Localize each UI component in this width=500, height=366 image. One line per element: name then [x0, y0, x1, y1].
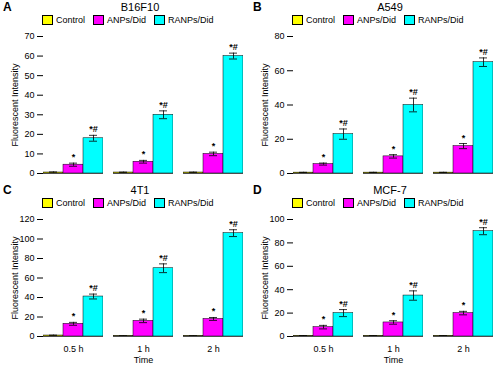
svg-text:2 h: 2 h	[207, 344, 220, 354]
svg-text:80: 80	[24, 253, 34, 263]
svg-text:*: *	[212, 306, 216, 316]
svg-text:50: 50	[24, 71, 34, 81]
html-text:ANPs/Did: ANPs/Did	[357, 198, 396, 208]
svg-text:60: 60	[24, 51, 34, 61]
svg-text:20: 20	[274, 134, 284, 144]
svg-text:100: 100	[269, 214, 284, 224]
svg-text:*: *	[72, 311, 76, 321]
svg-text:0: 0	[29, 168, 34, 178]
svg-text:40: 40	[24, 90, 34, 100]
html-text:Control: Control	[306, 198, 335, 208]
html-text:MCF-7: MCF-7	[373, 184, 407, 196]
svg-text:40: 40	[24, 292, 34, 302]
svg-text:*#: *#	[89, 283, 98, 293]
svg-text:*: *	[392, 310, 396, 320]
svg-text:0.5 h: 0.5 h	[63, 344, 83, 354]
svg-text:30: 30	[24, 110, 34, 120]
svg-text:10: 10	[24, 149, 34, 159]
html-text:ANPs/Did: ANPs/Did	[107, 15, 146, 25]
svg-text:*#: *#	[229, 219, 238, 229]
svg-text:Time: Time	[384, 355, 404, 365]
svg-text:70: 70	[24, 31, 34, 41]
svg-text:0.5 h: 0.5 h	[313, 344, 333, 354]
svg-text:0: 0	[279, 168, 284, 178]
html-text:Control: Control	[56, 15, 85, 25]
svg-text:*: *	[462, 300, 466, 310]
svg-text:*: *	[72, 152, 76, 162]
svg-text:120: 120	[19, 214, 34, 224]
svg-text:Time: Time	[134, 355, 154, 365]
svg-text:*#: *#	[409, 87, 418, 97]
svg-text:1 h: 1 h	[387, 344, 400, 354]
html-text:RANPs/Did: RANPs/Did	[418, 15, 464, 25]
svg-text:100: 100	[19, 234, 34, 244]
svg-text:*: *	[322, 314, 326, 324]
html-text:C: C	[3, 183, 12, 197]
svg-text:0: 0	[279, 331, 284, 341]
html-text:4T1: 4T1	[130, 184, 150, 196]
svg-text:60: 60	[24, 273, 34, 283]
svg-text:Fluorescent Intensity: Fluorescent Intensity	[260, 236, 270, 320]
svg-text:40: 40	[274, 285, 284, 295]
html-text:A: A	[3, 0, 12, 14]
html-text:RANPs/Did: RANPs/Did	[168, 198, 214, 208]
html-text:RANPs/Did: RANPs/Did	[168, 15, 214, 25]
svg-text:2 h: 2 h	[457, 344, 470, 354]
html-text:B: B	[253, 0, 262, 14]
svg-text:*#: *#	[339, 299, 348, 309]
svg-text:*#: *#	[159, 100, 168, 110]
svg-text:20: 20	[24, 129, 34, 139]
svg-text:*#: *#	[89, 124, 98, 134]
svg-text:*#: *#	[229, 42, 238, 52]
svg-text:*#: *#	[479, 47, 488, 57]
svg-text:*: *	[212, 141, 216, 151]
svg-text:20: 20	[24, 312, 34, 322]
svg-text:Fluorescent Intensity: Fluorescent Intensity	[10, 63, 20, 147]
svg-text:*: *	[392, 144, 396, 154]
html-text:Control: Control	[306, 15, 335, 25]
svg-text:*#: *#	[479, 217, 488, 227]
html-text:B16F10: B16F10	[120, 1, 160, 13]
svg-text:Fluorescent Intensity: Fluorescent Intensity	[10, 236, 20, 320]
svg-text:*: *	[142, 149, 146, 159]
svg-text:*#: *#	[159, 253, 168, 263]
svg-text:*#: *#	[339, 118, 348, 128]
svg-text:80: 80	[274, 238, 284, 248]
svg-text:*: *	[462, 133, 466, 143]
html-text:RANPs/Did: RANPs/Did	[418, 198, 464, 208]
svg-text:0: 0	[29, 331, 34, 341]
html-text:ANPs/Did: ANPs/Did	[357, 15, 396, 25]
svg-text:40: 40	[274, 100, 284, 110]
svg-text:*#: *#	[409, 280, 418, 290]
svg-text:80: 80	[274, 31, 284, 41]
svg-text:60: 60	[274, 66, 284, 76]
svg-text:Fluorescent Intensity: Fluorescent Intensity	[260, 63, 270, 147]
svg-text:*: *	[322, 152, 326, 162]
svg-text:*: *	[142, 308, 146, 318]
svg-text:1 h: 1 h	[137, 344, 150, 354]
svg-text:60: 60	[274, 261, 284, 271]
html-text:ANPs/Did: ANPs/Did	[107, 198, 146, 208]
svg-text:20: 20	[274, 308, 284, 318]
html-text:D: D	[253, 183, 262, 197]
html-text:A549: A549	[377, 1, 403, 13]
html-text:Control: Control	[56, 198, 85, 208]
